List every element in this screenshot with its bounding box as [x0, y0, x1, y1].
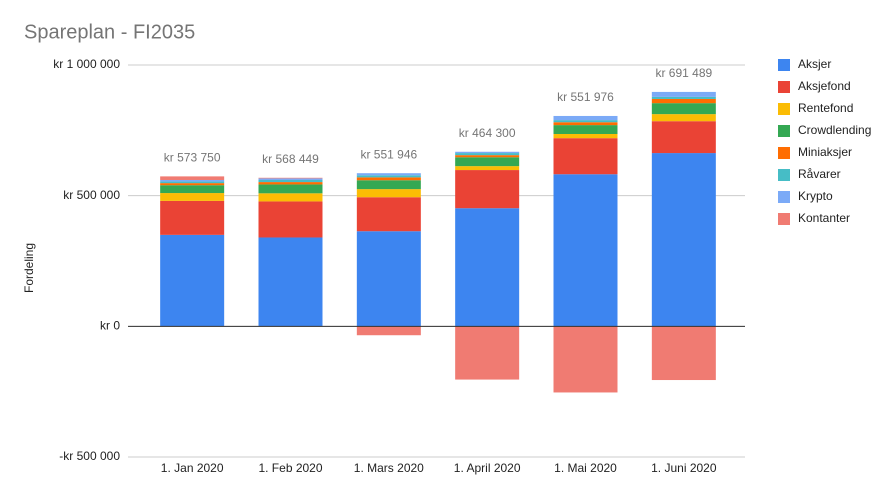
legend-label: Aksjefond — [798, 79, 851, 93]
legend-swatch — [778, 191, 790, 203]
y-tick-label: kr 0 — [100, 319, 120, 333]
bar-segment — [455, 208, 520, 327]
legend-label: Rentefond — [798, 101, 853, 115]
legend-label: Miniaksjer — [798, 145, 852, 159]
bar-segment — [160, 234, 225, 327]
bar-segment — [651, 153, 716, 327]
bar-segment — [651, 96, 716, 99]
x-tick-label: 1. Jan 2020 — [161, 461, 224, 475]
y-axis-label: Fordeling — [22, 243, 36, 293]
legend-swatch — [778, 147, 790, 159]
total-label: kr 568 449 — [262, 152, 319, 166]
bar-segment — [553, 125, 618, 134]
x-tick-label: 1. Mai 2020 — [554, 461, 617, 475]
bar-segment — [651, 114, 716, 122]
bar-segment — [553, 115, 618, 121]
bar-segment — [160, 185, 225, 194]
bar-segment — [356, 180, 421, 190]
bar-segment — [356, 197, 421, 232]
legend-swatch — [778, 81, 790, 93]
bar-segment — [160, 181, 225, 184]
legend-swatch — [778, 169, 790, 181]
bar-segment — [651, 326, 716, 381]
bar-segment — [553, 120, 618, 123]
bar-segment — [258, 201, 323, 238]
bar-segment — [455, 326, 520, 380]
bar-segment — [553, 138, 618, 175]
total-label: kr 691 489 — [655, 66, 712, 80]
bar-segment — [160, 179, 225, 182]
bar-segment — [258, 193, 323, 202]
legend-label: Crowdlending — [798, 123, 871, 137]
legend-label: Råvarer — [798, 167, 841, 181]
bar-segment — [455, 170, 520, 209]
bar-segment — [160, 193, 225, 201]
chart-title: Spareplan - FI2035 — [24, 21, 195, 43]
y-tick-label: kr 1 000 000 — [53, 57, 120, 71]
bar-segment — [651, 121, 716, 154]
total-label: kr 573 750 — [164, 151, 221, 165]
total-label: kr 551 976 — [557, 90, 614, 104]
x-tick-label: 1. Feb 2020 — [258, 461, 322, 475]
bar-segment — [455, 157, 520, 167]
bar-segment — [258, 178, 323, 180]
y-tick-label: -kr 500 000 — [59, 449, 120, 463]
bar-segment — [553, 122, 618, 126]
bar-segment — [651, 98, 716, 104]
bar-segment — [356, 175, 421, 178]
bar-segment — [651, 91, 716, 97]
bar-segment — [356, 326, 421, 336]
total-label: kr 551 946 — [360, 147, 417, 161]
bar-segment — [455, 153, 520, 156]
legend-swatch — [778, 103, 790, 115]
bar-segment — [258, 182, 323, 185]
bar-segment — [356, 231, 421, 327]
y-tick-label: kr 500 000 — [63, 188, 120, 202]
bar-segment — [553, 326, 618, 393]
total-label: kr 464 300 — [459, 126, 516, 140]
bar-segment — [356, 173, 421, 176]
bar-segment — [160, 183, 225, 186]
legend-label: Krypto — [798, 189, 833, 203]
bar-segment — [455, 155, 520, 158]
bar-segment — [258, 237, 323, 327]
bar-segment — [455, 166, 520, 171]
legend-swatch — [778, 125, 790, 137]
bar-segment — [258, 179, 323, 183]
bar-segment — [553, 174, 618, 327]
x-tick-label: 1. Juni 2020 — [651, 461, 717, 475]
legend-label: Aksjer — [798, 57, 831, 71]
bar-segment — [160, 200, 225, 235]
bar-segment — [356, 177, 421, 181]
bar-segment — [160, 176, 225, 180]
x-tick-label: 1. April 2020 — [454, 461, 521, 475]
x-tick-label: 1. Mars 2020 — [354, 461, 424, 475]
bar-segment — [651, 103, 716, 115]
legend-swatch — [778, 59, 790, 71]
bar-segment — [258, 184, 323, 194]
bar-segment — [356, 189, 421, 198]
legend-swatch — [778, 213, 790, 225]
bar-segment — [258, 177, 323, 179]
legend-label: Kontanter — [798, 211, 850, 225]
bar-segment — [553, 133, 618, 139]
bar-segment — [455, 151, 520, 154]
